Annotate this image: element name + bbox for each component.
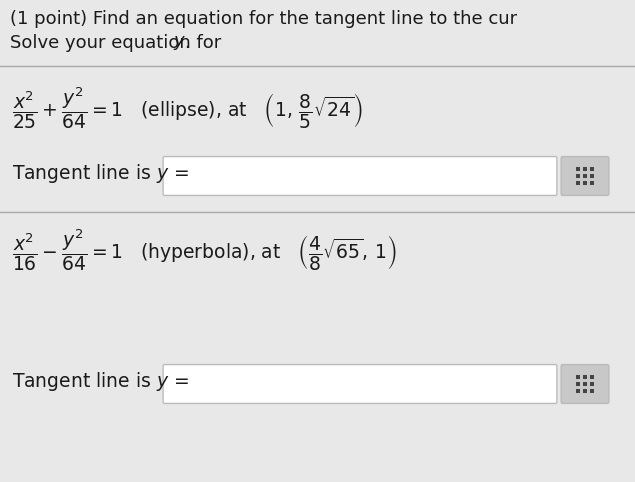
Text: $\dfrac{x^2}{25} + \dfrac{y^2}{64} = 1$   (ellipse), at   $\left(1,\,\dfrac{8}{5: $\dfrac{x^2}{25} + \dfrac{y^2}{64} = 1$ … xyxy=(12,86,363,132)
FancyBboxPatch shape xyxy=(561,364,609,403)
Text: Solve your equation for: Solve your equation for xyxy=(10,34,227,52)
Text: (1 point) Find an equation for the tangent line to the cur: (1 point) Find an equation for the tange… xyxy=(10,10,517,28)
Text: $\dfrac{x^2}{16} - \dfrac{y^2}{64} = 1$   (hyperbola), at   $\left(\dfrac{4}{8}\: $\dfrac{x^2}{16} - \dfrac{y^2}{64} = 1$ … xyxy=(12,228,397,273)
FancyBboxPatch shape xyxy=(163,157,557,195)
FancyBboxPatch shape xyxy=(163,364,557,403)
Text: Tangent line is $y\,=$: Tangent line is $y\,=$ xyxy=(12,162,190,185)
Text: Tangent line is $y\,=$: Tangent line is $y\,=$ xyxy=(12,370,190,393)
FancyBboxPatch shape xyxy=(561,157,609,195)
Text: $y$: $y$ xyxy=(173,34,186,52)
Text: .: . xyxy=(184,34,190,52)
